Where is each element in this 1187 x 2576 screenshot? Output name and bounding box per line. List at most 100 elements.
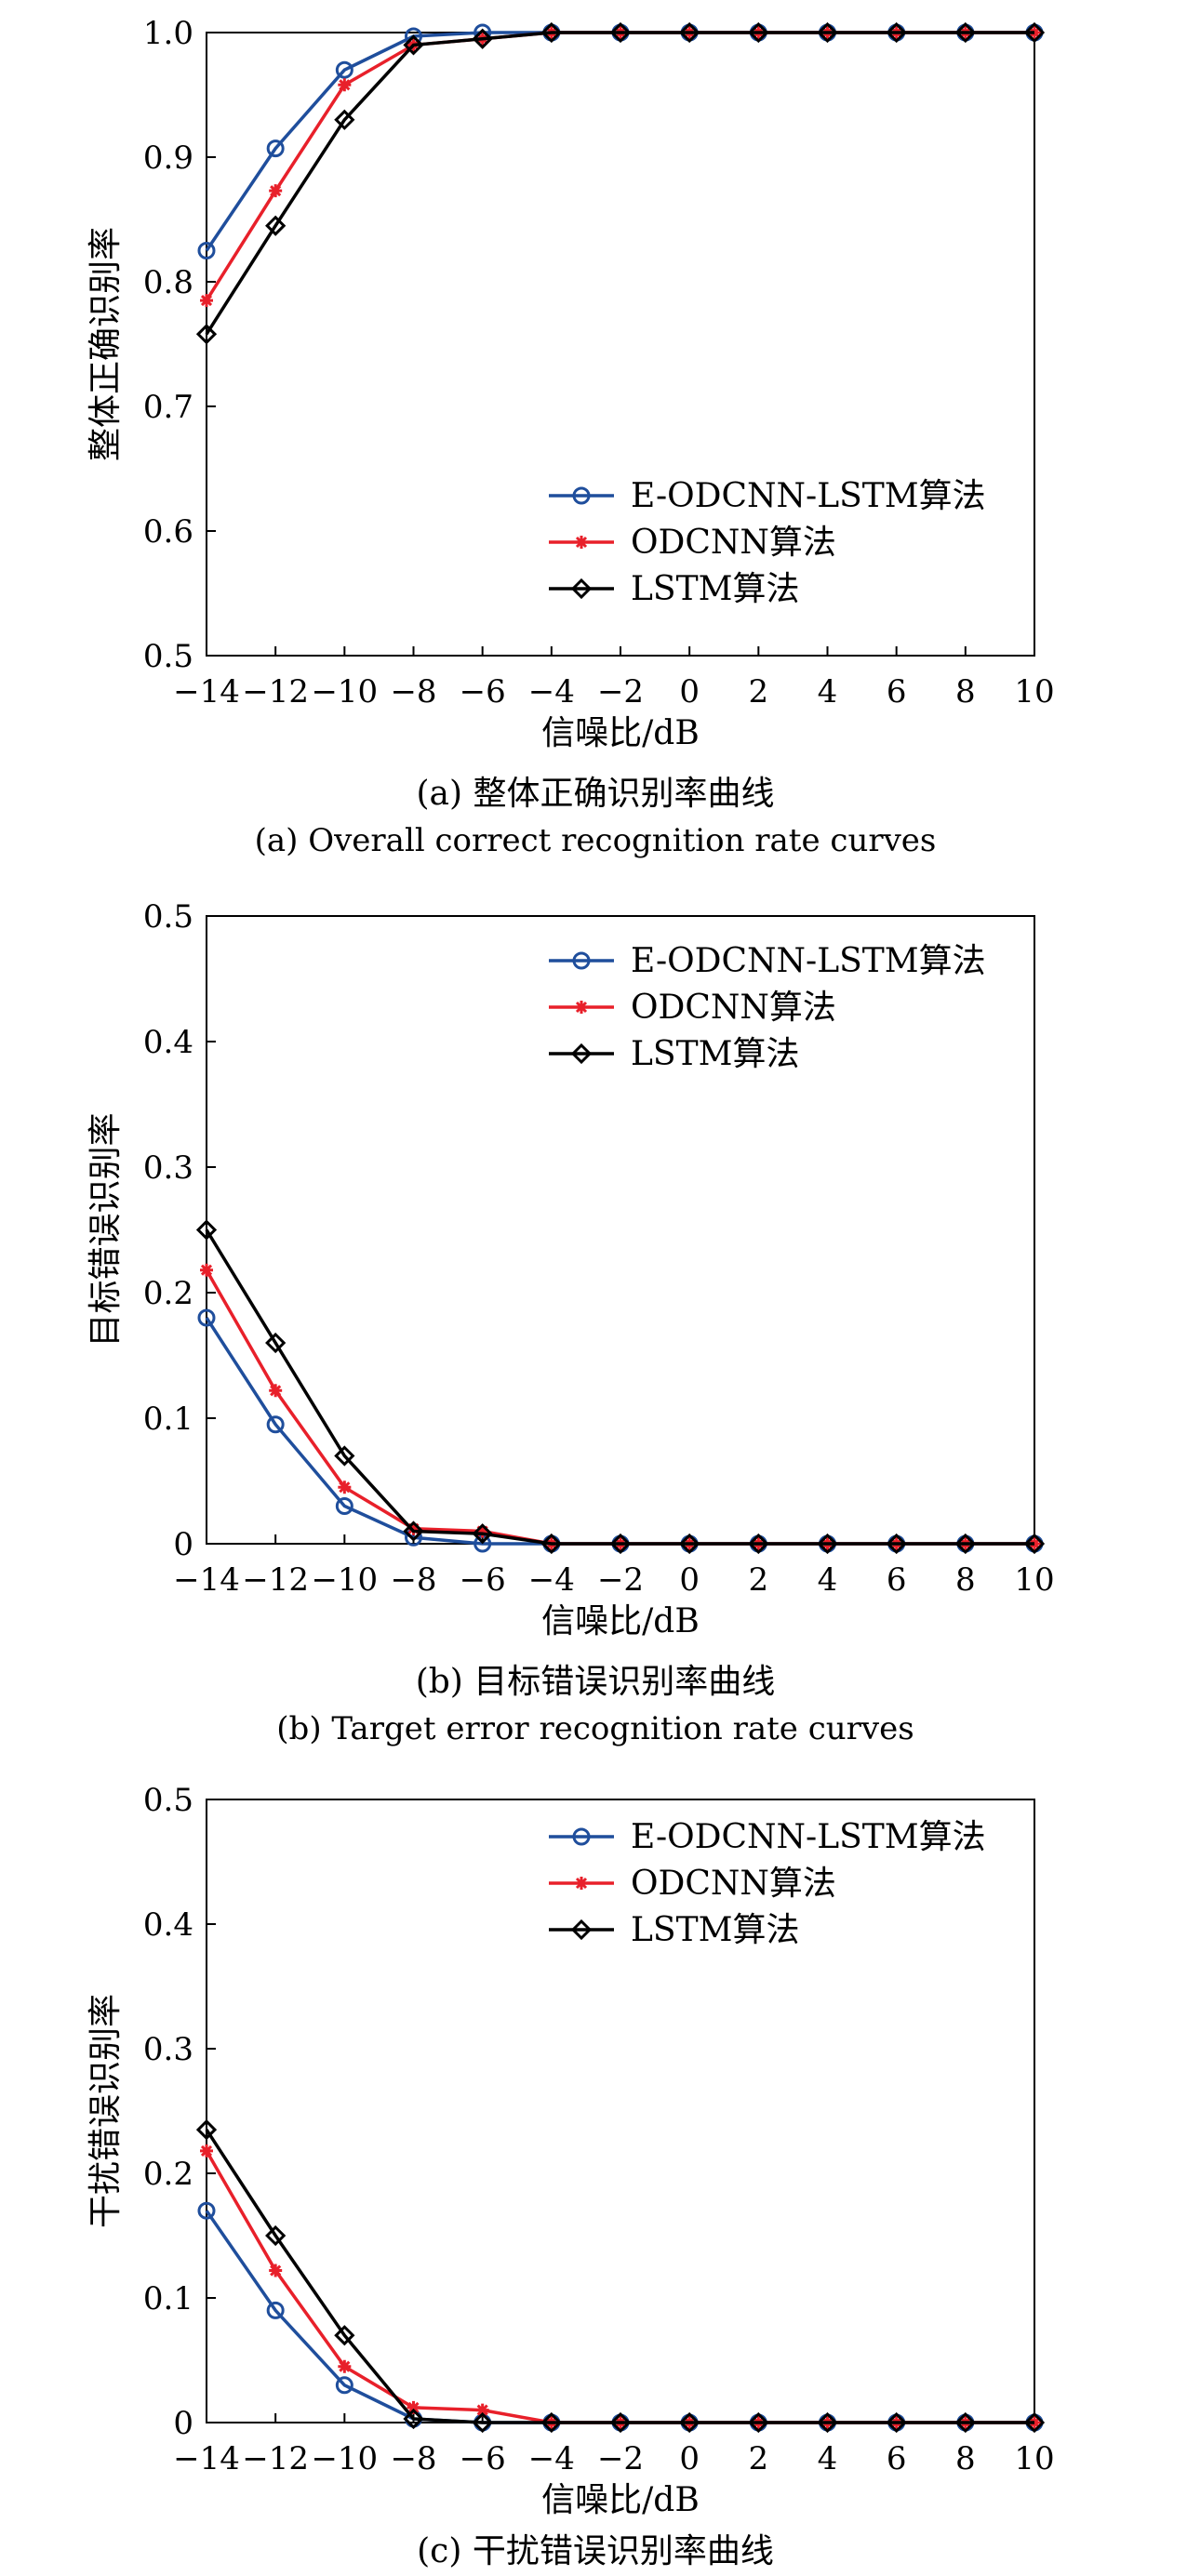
series-0 (197, 23, 1044, 259)
data-point (679, 21, 700, 44)
data-point (334, 109, 355, 130)
legend: E-ODCNN-LSTM算法 ODCNN算法 LSTM算法 (549, 1818, 986, 1949)
chart-panel-c: 0 0.1 0.2 0.3 0.4 0.5 −14 −12 −10 −8 −6 −4 −2 0 2 4 6 8 10… (87, 1782, 1055, 2576)
data-point (338, 2359, 352, 2373)
data-point (403, 34, 424, 56)
data-point (407, 1521, 420, 1535)
data-point (817, 21, 838, 44)
y-tick-label: 0.8 (143, 264, 193, 301)
plot-frame (206, 32, 1035, 657)
data-point (335, 2376, 353, 2395)
plot-frame (206, 1799, 1035, 2423)
x-tick-label: 2 (749, 1561, 769, 1599)
legend-marker (572, 951, 591, 970)
data-point (954, 21, 976, 44)
x-tick-label: −2 (597, 673, 644, 710)
data-point (334, 2325, 355, 2346)
legend: E-ODCNN-LSTM算法 ODCNN算法 LSTM算法 (549, 477, 986, 608)
data-point (540, 2411, 562, 2434)
series-0 (197, 2201, 1044, 2432)
series-0 (197, 1308, 1044, 1553)
x-axis-label: 信噪比/dB (541, 1602, 700, 1640)
data-point (197, 242, 216, 259)
x-tick-label: −12 (242, 1561, 309, 1599)
legend-label: LSTM算法 (631, 1035, 799, 1073)
x-tick-label: 8 (955, 673, 976, 710)
data-point (540, 1533, 562, 1555)
data-point (197, 2201, 216, 2220)
data-point (403, 2408, 424, 2430)
series-1 (200, 1263, 1041, 1550)
x-tick-label: −8 (390, 1561, 436, 1599)
y-tick-label: 0.5 (143, 1782, 193, 1819)
data-point (269, 2264, 283, 2277)
x-tick-label: 4 (818, 673, 838, 710)
caption-cn: (a) 整体正确识别率曲线 (417, 775, 775, 813)
x-tick-label: 10 (1014, 673, 1054, 710)
legend-label: LSTM算法 (631, 570, 799, 608)
x-tick-label: 10 (1014, 1561, 1054, 1599)
data-point (200, 294, 213, 308)
x-tick-label: −4 (528, 2440, 575, 2477)
data-point (472, 28, 493, 49)
legend-marker (570, 578, 593, 600)
x-axis-label: 信噪比/dB (541, 714, 700, 752)
data-point (817, 2411, 838, 2434)
x-tick-label: −2 (597, 1561, 644, 1599)
data-point (197, 1308, 216, 1327)
x-tick-label: −10 (311, 673, 378, 710)
series-line (205, 31, 1034, 302)
caption-cn: (c) 干扰错误识别率曲线 (417, 2532, 774, 2570)
x-tick-label: 6 (887, 2440, 907, 2477)
x-tick-label: 4 (818, 2440, 838, 2477)
data-point (269, 1384, 283, 1398)
y-tick-label: 0.4 (143, 1906, 193, 1944)
series-line (205, 31, 1034, 336)
data-point (748, 2411, 769, 2434)
y-tick-label: 0.1 (143, 2280, 193, 2317)
x-tick-label: −12 (242, 2440, 309, 2477)
y-tick-label: 0.2 (143, 2156, 193, 2193)
legend-marker (570, 1919, 593, 1941)
data-point (265, 1332, 287, 1354)
y-tick-label: 0.1 (143, 1401, 193, 1438)
x-tick-label: 8 (955, 2440, 976, 2477)
x-tick-label: 4 (818, 1561, 838, 1599)
data-point (1023, 1533, 1046, 1555)
y-tick-label: 0.5 (143, 898, 193, 936)
legend-marker (575, 1001, 588, 1014)
data-point (954, 2411, 976, 2434)
x-tick-label: −6 (460, 673, 506, 710)
y-tick-label: 0.2 (143, 1275, 193, 1312)
x-tick-label: 10 (1014, 2440, 1054, 2477)
data-point (265, 215, 287, 236)
data-point (269, 184, 283, 198)
data-point (886, 21, 907, 44)
series-line (205, 2150, 1034, 2424)
y-axis-label: 目标错误识别率 (87, 1112, 125, 1347)
x-tick-label: −4 (528, 673, 575, 710)
y-tick-label: 0 (173, 1526, 193, 1563)
legend: E-ODCNN-LSTM算法 ODCNN算法 LSTM算法 (549, 942, 986, 1073)
data-point (886, 1533, 907, 1555)
series-1 (200, 2144, 1041, 2429)
data-point (609, 2411, 632, 2434)
data-point (475, 1524, 489, 1538)
data-point (403, 1520, 424, 1542)
y-tick-label: 0.7 (143, 389, 193, 426)
x-tick-label: 6 (887, 673, 907, 710)
x-tick-label: −4 (528, 1561, 575, 1599)
legend-label: E-ODCNN-LSTM算法 (631, 1818, 986, 1856)
y-axis-label: 干扰错误识别率 (87, 1994, 125, 2228)
series-1 (200, 26, 1041, 308)
x-tick-label: 0 (679, 2440, 700, 2477)
data-point (1023, 21, 1046, 44)
y-tick-label: 0.9 (143, 139, 193, 177)
legend-marker (575, 536, 588, 549)
y-tick-label: 0.5 (143, 638, 193, 675)
x-tick-label: −10 (311, 1561, 378, 1599)
legend-label: ODCNN算法 (631, 989, 836, 1027)
series-line (205, 1228, 1034, 1546)
data-point (609, 1533, 632, 1555)
